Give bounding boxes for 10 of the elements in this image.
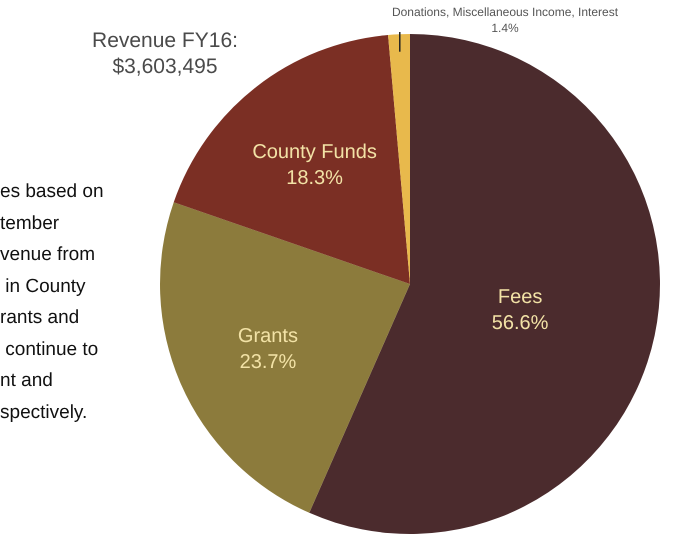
data-label: 18.3% [286,166,344,189]
slice-label: Grants [238,325,298,348]
data-label: 56.6% [492,312,549,334]
slice-label: County Funds [252,140,377,163]
text: es based on tember venue from in County rants and continue to nt and spectively. [0,180,104,424]
data-label: 23.7% [240,351,297,374]
text: Revenue FY16: $3,603,495 [91,28,239,80]
slice-label: Donations, Miscellaneous Income, Interest [392,5,619,19]
data-label: 1.4% [491,21,519,35]
slice-label: Fees [498,286,542,308]
